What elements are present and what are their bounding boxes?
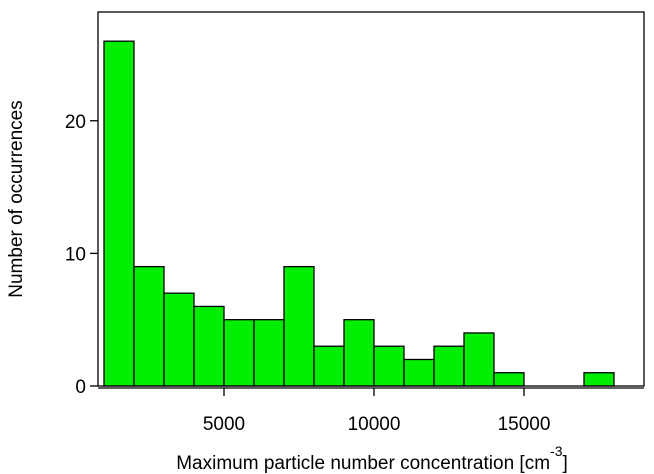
bar	[253, 319, 285, 387]
bar	[133, 265, 165, 387]
bar	[103, 40, 135, 387]
bar	[163, 292, 195, 387]
bar	[283, 265, 315, 387]
bar	[583, 372, 615, 387]
x-tick-label: 10000	[348, 414, 401, 435]
bar	[493, 372, 525, 387]
y-tick-label: 0	[75, 377, 86, 398]
bar	[463, 332, 495, 387]
y-axis-label: Number of occurrences	[6, 100, 27, 297]
bar	[313, 345, 345, 387]
bar	[343, 319, 375, 387]
x-axis-label-suffix: ]	[562, 453, 567, 474]
x-tick-label: 5000	[203, 414, 245, 435]
bar	[223, 319, 255, 387]
bar	[433, 345, 465, 387]
x-axis-label: Maximum particle number concentration [c…	[176, 443, 568, 474]
bar	[193, 305, 225, 387]
bar	[373, 345, 405, 387]
plot-frame	[97, 11, 645, 387]
x-tick-label: 15000	[498, 414, 551, 435]
bar	[403, 358, 435, 387]
y-tick-label: 20	[65, 112, 86, 133]
y-tick-label: 10	[65, 244, 86, 265]
x-axis-label-main: Maximum particle number concentration [c…	[176, 453, 550, 474]
x-axis-label-superscript: -3	[550, 443, 563, 459]
